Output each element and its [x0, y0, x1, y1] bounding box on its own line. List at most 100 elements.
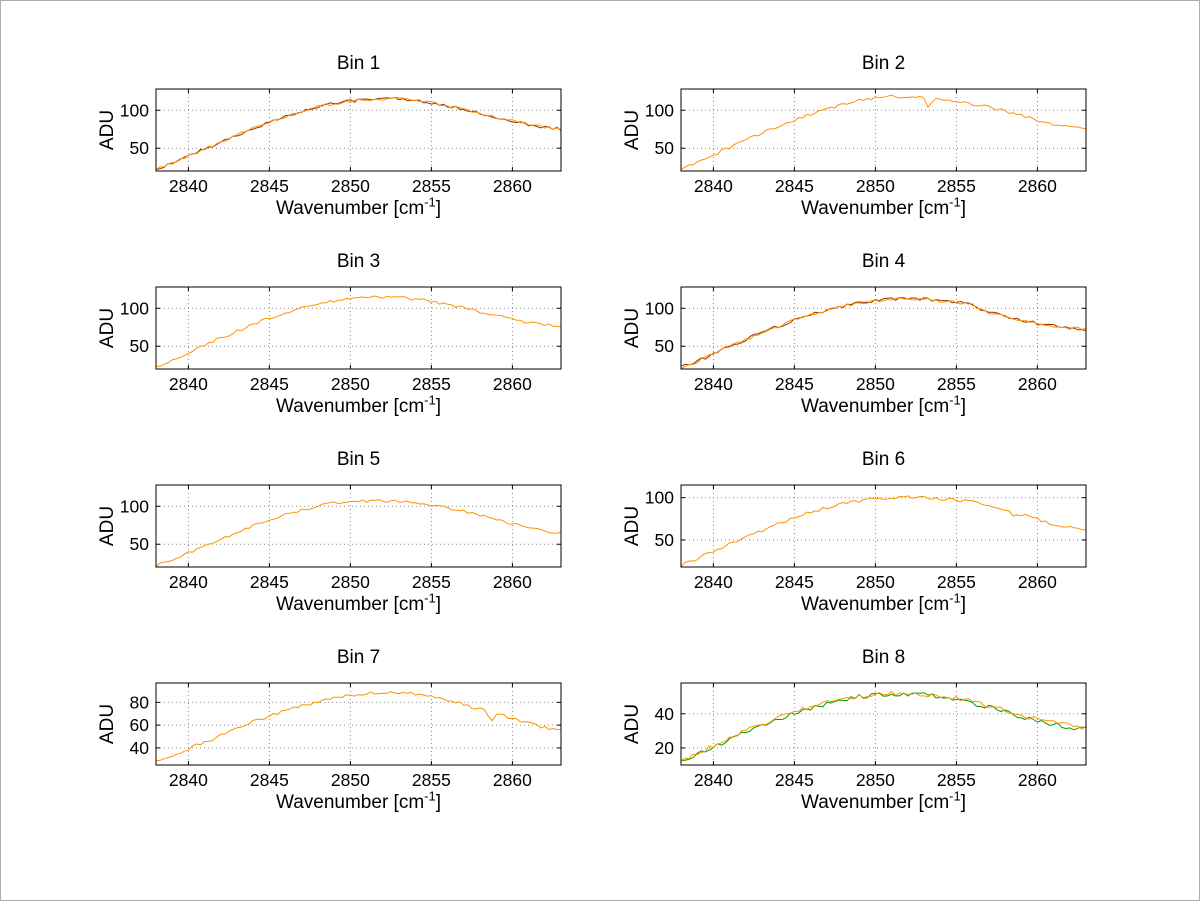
x-tick-label: 2855 — [412, 374, 451, 394]
plot-title: Bin 3 — [336, 251, 381, 272]
x-tick-label: 2840 — [694, 572, 733, 592]
x-tick-label: 2845 — [250, 572, 289, 592]
x-tick-label: 2860 — [493, 572, 532, 592]
series-line-spectrum-orange — [680, 691, 1087, 762]
y-tick-label: 40 — [655, 704, 675, 724]
x-axis-label: Wavenumber [cm-1] — [156, 194, 561, 221]
x-tick-label: 2845 — [250, 770, 289, 790]
series-line-spectrum-dark — [680, 297, 1087, 367]
x-tick-label: 2845 — [775, 770, 814, 790]
series-line-spectrum-green — [680, 692, 1087, 762]
x-tick-label: 2860 — [493, 176, 532, 196]
x-axis-label-close: ] — [435, 594, 441, 615]
x-tick-label: 2850 — [856, 770, 895, 790]
x-tick-label: 2860 — [1018, 572, 1057, 592]
y-axis-label: ADU — [622, 505, 643, 547]
x-axis-label: Wavenumber [cm-1] — [681, 592, 1086, 617]
x-axis-label-text: Wavenumber [cm — [275, 594, 425, 615]
plot-canvas-bin-3: 2840 2845 2850 2855 2860 50 100 — [120, 286, 562, 394]
x-tick-label: 2845 — [775, 374, 814, 394]
x-tick-label: 2850 — [331, 374, 370, 394]
y-tick-label: 40 — [130, 738, 150, 758]
series-line-spectrum — [680, 297, 1087, 370]
x-axis-label: Wavenumber [cm-1] — [681, 392, 1086, 419]
x-axis-label: Wavenumber [cm-1] — [156, 790, 561, 815]
x-axis-label-text: Wavenumber [cm — [275, 198, 425, 219]
subplot-bin-8: 2840 2845 2850 2855 2860 20 40 Bin 8 ADU Waven… — [571, 635, 1126, 833]
x-tick-label: 2850 — [856, 572, 895, 592]
y-tick-label: 50 — [655, 336, 675, 356]
subplot-bin-1: 2840 2845 2850 2855 2860 50 100 Bin 1 ADU Wave… — [46, 41, 601, 239]
y-tick-label: 60 — [130, 715, 150, 735]
axis-box — [155, 682, 562, 766]
x-tick-label: 2850 — [856, 176, 895, 196]
x-tick-label: 2850 — [331, 572, 370, 592]
x-tick-label: 2855 — [937, 770, 976, 790]
series-line-spectrum — [155, 295, 562, 367]
x-axis-label-text: Wavenumber [cm — [275, 792, 425, 813]
axis-box — [680, 286, 1087, 370]
y-tick-label: 100 — [645, 298, 674, 318]
x-axis-label-close: ] — [960, 594, 966, 615]
x-axis-label-close: ] — [435, 198, 441, 219]
subplot-bin-7: 2840 2845 2850 2855 2860 40 60 80 Bin 7 ADU Wav… — [46, 635, 601, 833]
x-axis-label-text: Wavenumber [cm — [800, 594, 950, 615]
x-tick-label: 2845 — [250, 176, 289, 196]
x-axis-label-superscript: -1 — [424, 590, 436, 606]
x-axis-label-close: ] — [435, 792, 441, 813]
x-axis-label: Wavenumber [cm-1] — [681, 194, 1086, 221]
plot-title: Bin 7 — [336, 647, 381, 668]
subplot-bin-4: 2840 2845 2850 2855 2860 50 100 Bin 4 ADU Wave… — [571, 239, 1126, 437]
plot-title: Bin 6 — [861, 449, 906, 470]
x-axis-label-superscript: -1 — [949, 194, 961, 210]
x-axis-label-superscript: -1 — [424, 392, 436, 408]
x-tick-label: 2850 — [856, 374, 895, 394]
y-tick-label: 100 — [645, 100, 674, 120]
y-tick-label: 50 — [655, 138, 675, 158]
x-tick-label: 2860 — [1018, 770, 1057, 790]
x-tick-label: 2840 — [694, 770, 733, 790]
y-tick-label: 50 — [130, 534, 150, 554]
x-axis-label-text: Wavenumber [cm — [275, 396, 425, 417]
y-axis-label: ADU — [97, 109, 118, 151]
x-axis-label-superscript: -1 — [949, 788, 961, 804]
y-axis-label: ADU — [622, 703, 643, 745]
subplot-bin-2: 2840 2845 2850 2855 2860 50 100 Bin 2 ADU Wave… — [571, 41, 1126, 239]
plot-canvas-bin-7: 2840 2845 2850 2855 2860 40 60 80 — [130, 682, 562, 790]
x-tick-label: 2855 — [412, 770, 451, 790]
plot-title: Bin 8 — [861, 647, 906, 668]
y-axis-label: ADU — [97, 505, 118, 547]
y-tick-label: 100 — [120, 298, 149, 318]
axis-box — [680, 682, 1087, 766]
x-axis-label-text: Wavenumber [cm — [800, 198, 950, 219]
axis-box — [680, 88, 1087, 172]
x-tick-label: 2855 — [412, 572, 451, 592]
series-line-spectrum-dark — [155, 96, 562, 170]
y-tick-label: 50 — [130, 138, 150, 158]
x-tick-label: 2845 — [775, 572, 814, 592]
series-line-spectrum — [680, 94, 1087, 170]
plot-canvas-bin-2: 2840 2845 2850 2855 2860 50 100 — [645, 88, 1087, 196]
series-line-spectrum — [155, 691, 562, 762]
x-axis-label-text: Wavenumber [cm — [800, 792, 950, 813]
x-axis-label-text: Wavenumber [cm — [800, 396, 950, 417]
plot-title: Bin 2 — [861, 53, 906, 74]
x-axis-label-superscript: -1 — [949, 392, 961, 408]
axis-box — [155, 286, 562, 370]
y-tick-label: 80 — [130, 692, 150, 712]
y-axis-label: ADU — [622, 307, 643, 349]
x-axis-label-close: ] — [960, 396, 966, 417]
y-tick-label: 50 — [655, 530, 675, 550]
series-line-spectrum — [155, 97, 562, 170]
plot-title: Bin 1 — [336, 53, 381, 74]
x-axis-label-superscript: -1 — [424, 194, 436, 210]
x-axis-label: Wavenumber [cm-1] — [156, 392, 561, 419]
axis-box — [680, 484, 1087, 568]
x-tick-label: 2855 — [937, 176, 976, 196]
plot-title: Bin 4 — [861, 251, 906, 272]
x-tick-label: 2855 — [937, 572, 976, 592]
subplot-bin-3: 2840 2845 2850 2855 2860 50 100 Bin 3 ADU Wave… — [46, 239, 601, 437]
plot-canvas-bin-1: 2840 2845 2850 2855 2860 50 100 — [120, 88, 562, 196]
subplot-bin-6: 2840 2845 2850 2855 2860 50 100 Bin 6 ADU Wave… — [571, 437, 1126, 635]
